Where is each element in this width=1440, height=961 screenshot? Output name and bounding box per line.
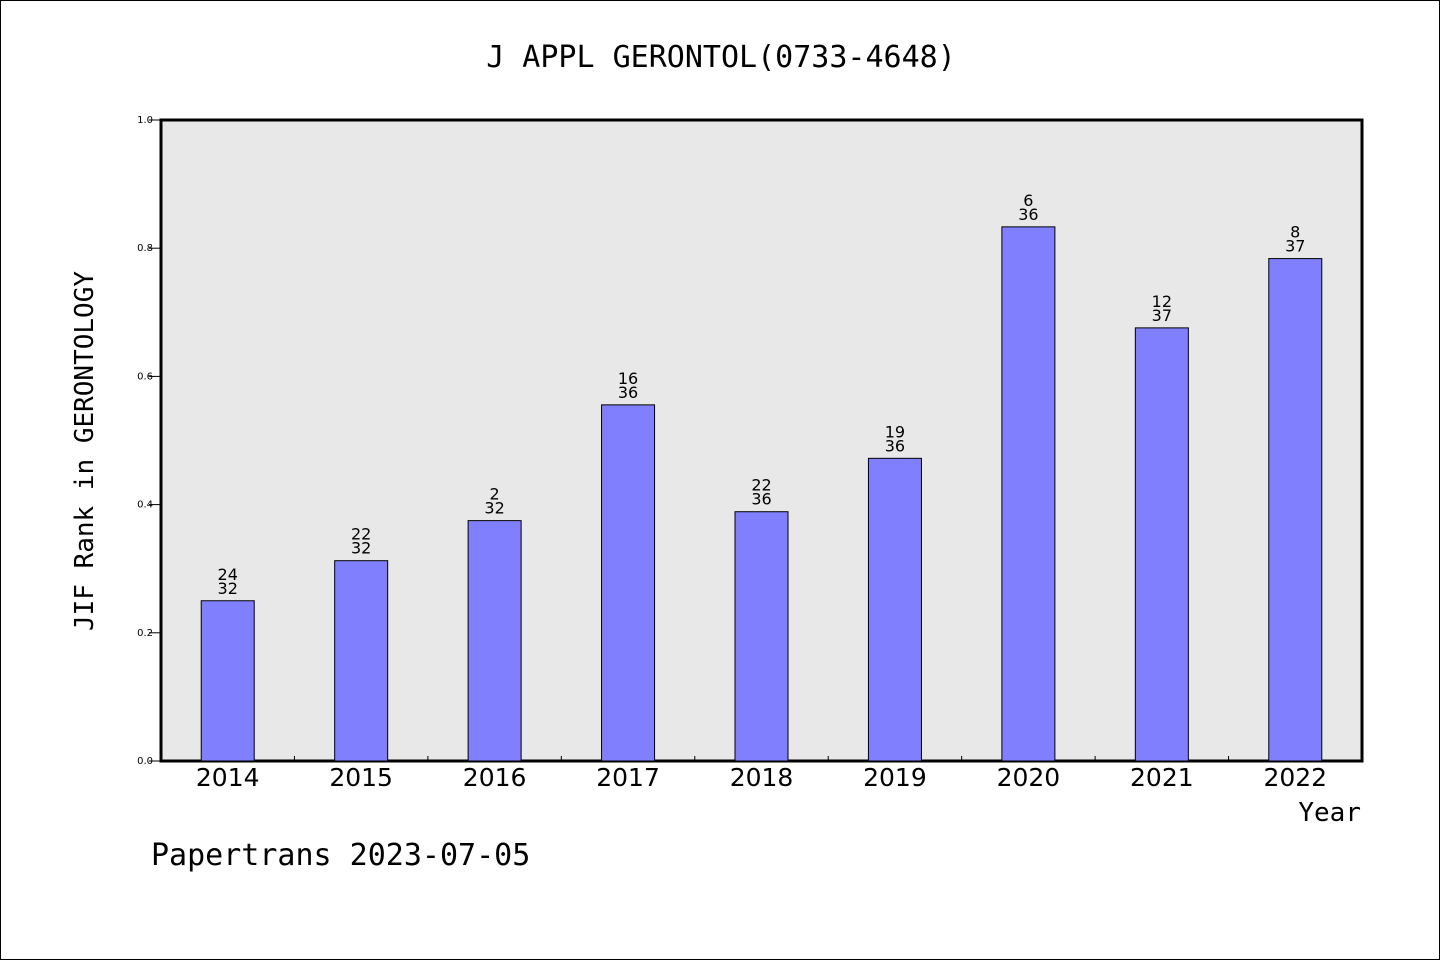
bar-rank-label: 6 xyxy=(1023,191,1033,210)
bar-rank-label: 16 xyxy=(618,369,638,388)
bar-rank-label: 24 xyxy=(218,565,238,584)
bar-total-label: 36 xyxy=(751,490,771,509)
x-tick-label: 2017 xyxy=(596,763,660,792)
bar-2022 xyxy=(1268,258,1323,762)
y-tick-label: 0.8 xyxy=(137,243,153,254)
y-axis-label: JIF Rank in GERONTOLOGY xyxy=(70,271,100,631)
x-tick-label: 2022 xyxy=(1263,763,1327,792)
bar-2017 xyxy=(601,404,656,762)
x-tick-label: 2019 xyxy=(863,763,927,792)
x-tick-label: 2016 xyxy=(463,763,527,792)
bar-rank-label: 2 xyxy=(490,485,500,504)
bar-total-label: 36 xyxy=(885,436,905,455)
x-tick-label: 2020 xyxy=(997,763,1061,792)
bar-2018 xyxy=(734,511,789,762)
bar-2020 xyxy=(1001,226,1056,762)
bar-total-label: 32 xyxy=(218,579,238,598)
bar-total-label: 36 xyxy=(618,383,638,402)
bar-rank-label: 22 xyxy=(351,525,371,544)
y-tick-label: 0.4 xyxy=(137,500,153,511)
bar-rank-label: 19 xyxy=(885,422,905,441)
y-tick-label: 1.0 xyxy=(137,115,153,126)
chart-title: J APPL GERONTOL(0733-4648) xyxy=(486,40,956,75)
x-axis: 2014 2015 2016 2017 2018 2019 2020 2021 2022 xyxy=(196,756,1327,792)
x-tick-label: 2021 xyxy=(1130,763,1194,792)
bar-2019 xyxy=(867,457,922,762)
y-tick-label: 0.6 xyxy=(137,371,153,382)
footer-text: Papertrans 2023-07-05 xyxy=(151,838,530,873)
y-axis: 0.0 0.2 0.4 0.6 0.8 1.0 xyxy=(137,115,161,767)
bar-total-label: 32 xyxy=(351,539,371,558)
bar-2014 xyxy=(200,600,255,762)
x-tick-label: 2014 xyxy=(196,763,260,792)
bar-total-label: 37 xyxy=(1152,306,1172,325)
bar-total-label: 32 xyxy=(484,499,504,518)
x-tick-label: 2018 xyxy=(730,763,794,792)
y-tick-label: 0.0 xyxy=(137,756,153,767)
bar-2015 xyxy=(334,560,389,762)
bar-total-label: 37 xyxy=(1285,237,1305,256)
x-tick-label: 2015 xyxy=(329,763,393,792)
bar-rank-label: 22 xyxy=(751,476,771,495)
y-tick-label: 0.2 xyxy=(137,628,153,639)
bar-2016 xyxy=(467,520,522,762)
bar-2021 xyxy=(1134,327,1189,762)
bar-rank-label: 12 xyxy=(1152,292,1172,311)
bar-total-label: 36 xyxy=(1018,205,1038,224)
x-axis-label: Year xyxy=(1298,798,1361,828)
bar-rank-label: 8 xyxy=(1290,223,1300,242)
